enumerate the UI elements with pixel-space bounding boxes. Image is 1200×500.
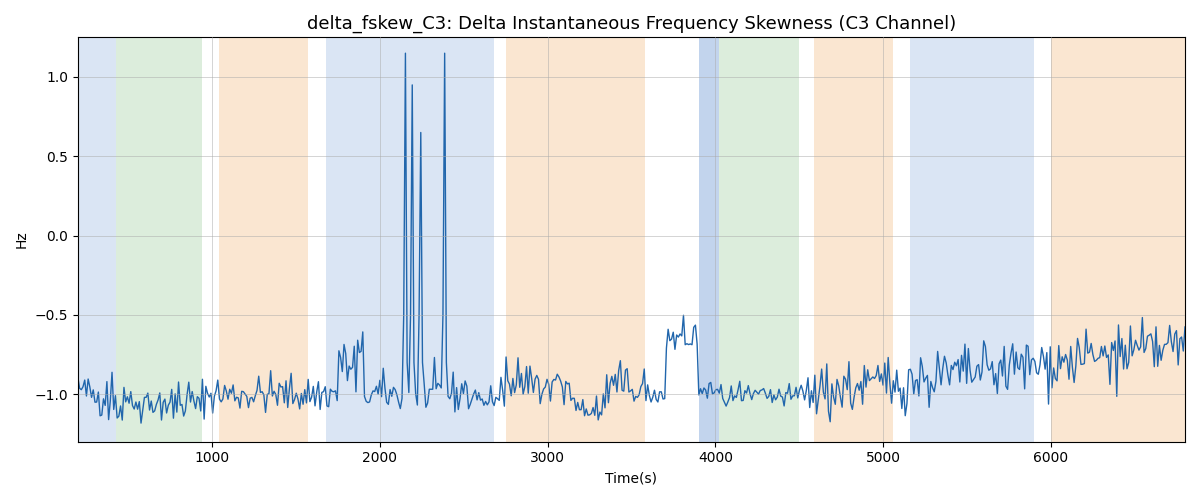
Bar <box>505 38 644 442</box>
Bar <box>815 38 893 442</box>
X-axis label: Time(s): Time(s) <box>606 471 658 485</box>
Y-axis label: Hz: Hz <box>14 230 29 248</box>
Bar <box>910 38 1034 442</box>
Bar <box>326 38 494 442</box>
Bar <box>719 38 799 442</box>
Title: delta_fskew_C3: Delta Instantaneous Frequency Skewness (C3 Channel): delta_fskew_C3: Delta Instantaneous Freq… <box>307 15 956 34</box>
Bar <box>78 38 116 442</box>
Bar <box>1051 38 1186 442</box>
Bar <box>116 38 202 442</box>
Bar <box>218 38 307 442</box>
Bar <box>698 38 719 442</box>
